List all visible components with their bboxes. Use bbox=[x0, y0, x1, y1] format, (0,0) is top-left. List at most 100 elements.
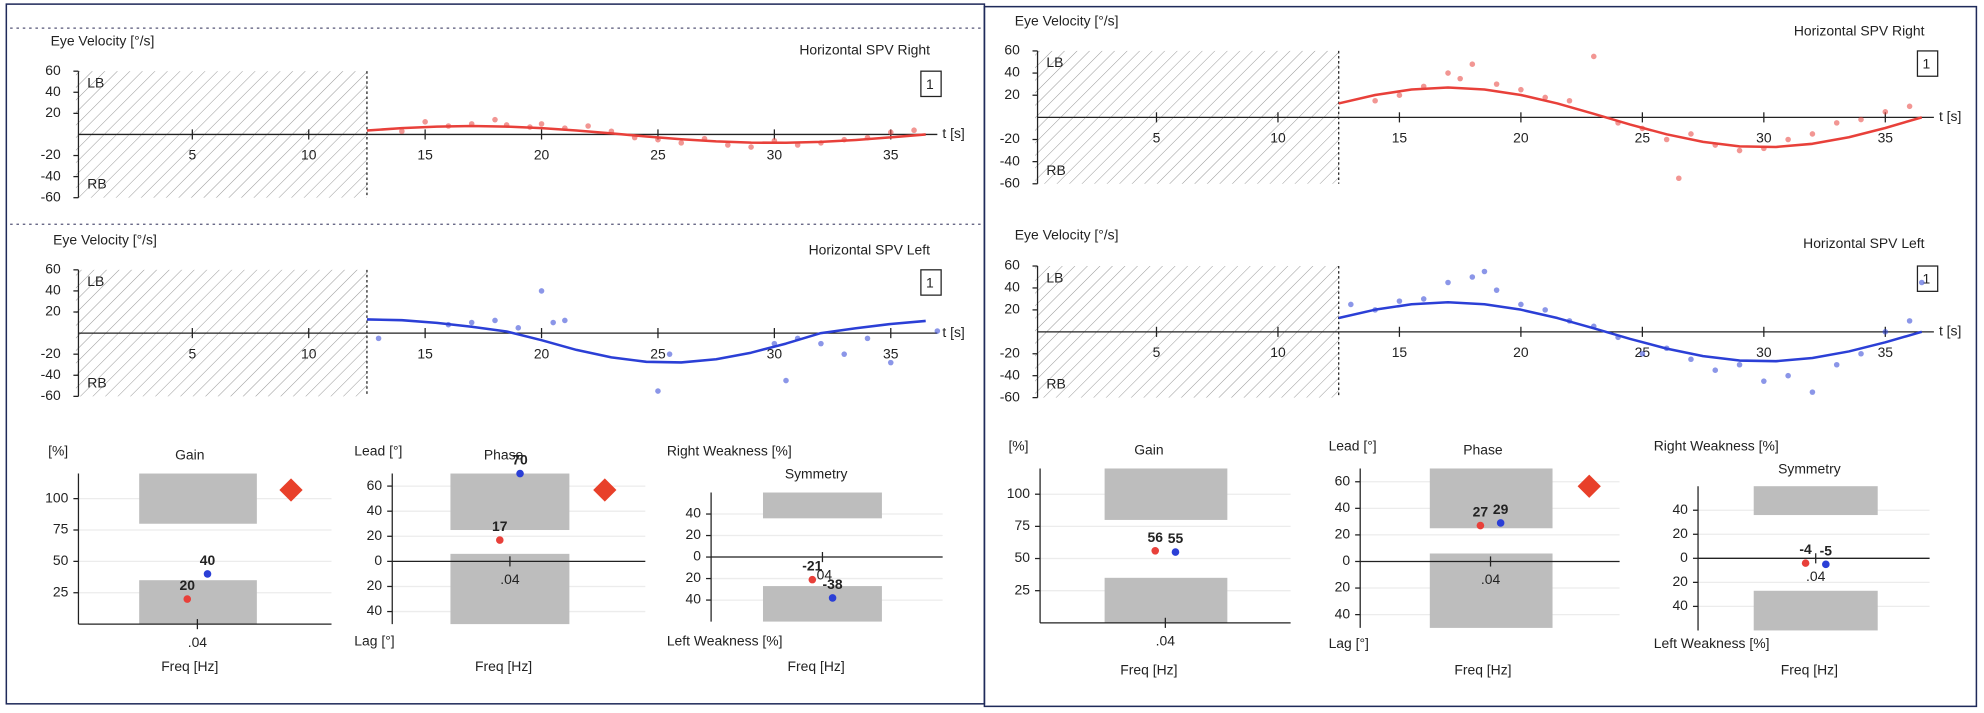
y-tick-label: 40 bbox=[45, 282, 61, 298]
y-tick-label: 20 bbox=[45, 104, 61, 120]
data-point bbox=[1445, 70, 1451, 76]
annotation: 1 bbox=[926, 274, 934, 290]
x-tick-label: 5 bbox=[1153, 130, 1161, 146]
data-label: -38 bbox=[823, 576, 843, 592]
y-tick-label: 0 bbox=[693, 548, 701, 564]
data-point bbox=[911, 127, 917, 134]
normal-band bbox=[139, 473, 257, 524]
x-axis-label: t [s] bbox=[942, 324, 964, 340]
data-point bbox=[864, 335, 871, 342]
chart-title: Phase bbox=[1463, 441, 1503, 457]
x-tick-label: 30 bbox=[767, 147, 783, 163]
data-point bbox=[655, 388, 661, 394]
y-tick-label: 20 bbox=[1335, 526, 1351, 542]
x-tick-label: 15 bbox=[1392, 130, 1408, 146]
x-tick-label: 10 bbox=[1270, 130, 1286, 146]
data-point bbox=[468, 319, 475, 326]
data-point bbox=[1518, 301, 1524, 308]
x-tick-label: 20 bbox=[1513, 130, 1529, 146]
x-axis-label: Freq [Hz] bbox=[161, 658, 218, 674]
data-point bbox=[1801, 559, 1810, 567]
data-label: 55 bbox=[1168, 530, 1184, 546]
data-label: 56 bbox=[1147, 529, 1163, 545]
y-tick-label: 20 bbox=[367, 577, 383, 593]
chart-title: Gain bbox=[175, 446, 204, 462]
y-tick-label: -60 bbox=[41, 188, 61, 204]
annotation-box bbox=[920, 70, 942, 98]
normal-band bbox=[1104, 468, 1228, 520]
annotation-box bbox=[920, 269, 942, 296]
data-point bbox=[1348, 301, 1354, 308]
y-tick-label: 25 bbox=[53, 583, 69, 599]
x-tick-label: 35 bbox=[1878, 344, 1894, 360]
data-point bbox=[1736, 361, 1743, 368]
normal-band bbox=[450, 473, 570, 531]
chart-title: Eye Velocity [°/s] bbox=[53, 231, 157, 247]
data-point bbox=[1785, 136, 1791, 143]
x-tick-label: .04 bbox=[1806, 568, 1826, 584]
x-axis-label: Freq [Hz] bbox=[1120, 662, 1177, 678]
y-tick-label: 75 bbox=[1014, 517, 1030, 533]
data-point bbox=[1882, 109, 1889, 115]
data-point bbox=[818, 340, 824, 347]
y-tick-label: 100 bbox=[1007, 485, 1030, 501]
x-tick-label: 20 bbox=[534, 147, 550, 163]
normal-band bbox=[1753, 486, 1878, 516]
y-tick-label: -40 bbox=[41, 366, 61, 382]
data-point bbox=[1396, 92, 1403, 98]
x-axis-label: t [s] bbox=[1939, 322, 1961, 338]
data-point bbox=[1736, 147, 1743, 154]
data-point bbox=[1590, 53, 1597, 60]
annotation: LB bbox=[87, 74, 104, 90]
data-point bbox=[1518, 86, 1524, 93]
x-tick-label: .04 bbox=[500, 571, 520, 587]
y-tick-label: -40 bbox=[1000, 152, 1020, 168]
data-point bbox=[1445, 279, 1451, 286]
data-point bbox=[783, 377, 789, 384]
data-point bbox=[1833, 361, 1840, 368]
y-tick-label: 0 bbox=[374, 552, 382, 568]
data-point bbox=[808, 575, 817, 584]
x-tick-label: 30 bbox=[767, 345, 783, 361]
legend-label: Horizontal SPV Right bbox=[1794, 23, 1925, 39]
y-tick-label: 60 bbox=[1004, 257, 1020, 273]
y-tick-label: 40 bbox=[1335, 499, 1351, 515]
legend-label: Horizontal SPV Right bbox=[799, 42, 930, 58]
y-tick-label: 40 bbox=[686, 505, 702, 521]
x-tick-label: 5 bbox=[188, 345, 196, 361]
y-tick-label: 40 bbox=[686, 591, 702, 607]
x-tick-label: 25 bbox=[650, 345, 666, 361]
y-tick-label: 20 bbox=[1672, 573, 1688, 589]
x-axis-label: Freq [Hz] bbox=[475, 658, 532, 674]
chart-title: Phase bbox=[484, 446, 524, 462]
annotation: LB bbox=[1046, 54, 1063, 70]
fit-line bbox=[1338, 300, 1923, 363]
data-point bbox=[887, 129, 894, 136]
y-tick-label: 50 bbox=[53, 552, 69, 568]
data-point bbox=[1171, 548, 1180, 556]
data-point bbox=[1639, 350, 1646, 357]
y-tick-label: 20 bbox=[686, 569, 702, 585]
data-point bbox=[1481, 268, 1488, 275]
y-tick-label: 40 bbox=[1672, 501, 1688, 517]
y-axis-label: Lead [°] bbox=[1329, 438, 1377, 454]
data-point bbox=[496, 536, 504, 544]
data-label: 27 bbox=[1473, 504, 1489, 520]
data-point bbox=[422, 119, 428, 125]
data-point bbox=[1372, 97, 1378, 104]
y-tick-label: 0 bbox=[1680, 549, 1688, 565]
data-point bbox=[1822, 560, 1830, 569]
data-point bbox=[492, 116, 498, 123]
y-axis-label-bottom: Left Weakness [%] bbox=[1654, 635, 1770, 651]
y-tick-label: 50 bbox=[1014, 549, 1030, 565]
data-point bbox=[1542, 94, 1548, 101]
y-tick-label: 60 bbox=[1335, 472, 1351, 488]
data-point bbox=[1833, 120, 1840, 126]
data-point bbox=[934, 328, 941, 334]
normal-band bbox=[762, 586, 882, 622]
data-point bbox=[1858, 350, 1864, 357]
y-tick-label: -20 bbox=[1000, 130, 1020, 146]
data-point bbox=[1785, 372, 1791, 379]
y-tick-label: -60 bbox=[1000, 174, 1020, 190]
data-label: -4 bbox=[1799, 541, 1812, 557]
